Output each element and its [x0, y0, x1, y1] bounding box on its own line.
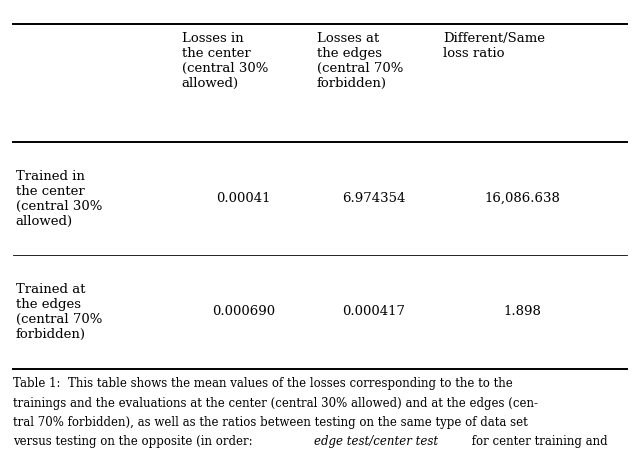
Text: versus testing on the opposite (in order:: versus testing on the opposite (in order…	[13, 435, 256, 448]
Text: trainings and the evaluations at the center (central 30% allowed) and at the edg: trainings and the evaluations at the cen…	[13, 396, 538, 410]
Text: Trained in
the center
(central 30%
allowed): Trained in the center (central 30% allow…	[16, 170, 102, 227]
Text: Table 1:  This table shows the mean values of the losses corresponding to the to: Table 1: This table shows the mean value…	[13, 377, 513, 390]
Text: edge test/center test: edge test/center test	[314, 435, 438, 448]
Text: 6.974354: 6.974354	[342, 192, 406, 205]
Text: Different/Same
loss ratio: Different/Same loss ratio	[443, 32, 545, 60]
Text: 0.00041: 0.00041	[216, 192, 271, 205]
Text: tral 70% forbidden), as well as the ratios between testing on the same type of d: tral 70% forbidden), as well as the rati…	[13, 416, 527, 429]
Text: 0.000417: 0.000417	[342, 306, 405, 319]
Text: Trained at
the edges
(central 70%
forbidden): Trained at the edges (central 70% forbid…	[16, 283, 102, 341]
Text: Losses at
the edges
(central 70%
forbidden): Losses at the edges (central 70% forbidd…	[317, 32, 403, 90]
Text: for center training and: for center training and	[468, 435, 607, 448]
Text: 0.000690: 0.000690	[212, 306, 275, 319]
Text: Losses in
the center
(central 30%
allowed): Losses in the center (central 30% allowe…	[182, 32, 268, 90]
Text: 1.898: 1.898	[504, 306, 541, 319]
Text: 16,086.638: 16,086.638	[485, 192, 561, 205]
